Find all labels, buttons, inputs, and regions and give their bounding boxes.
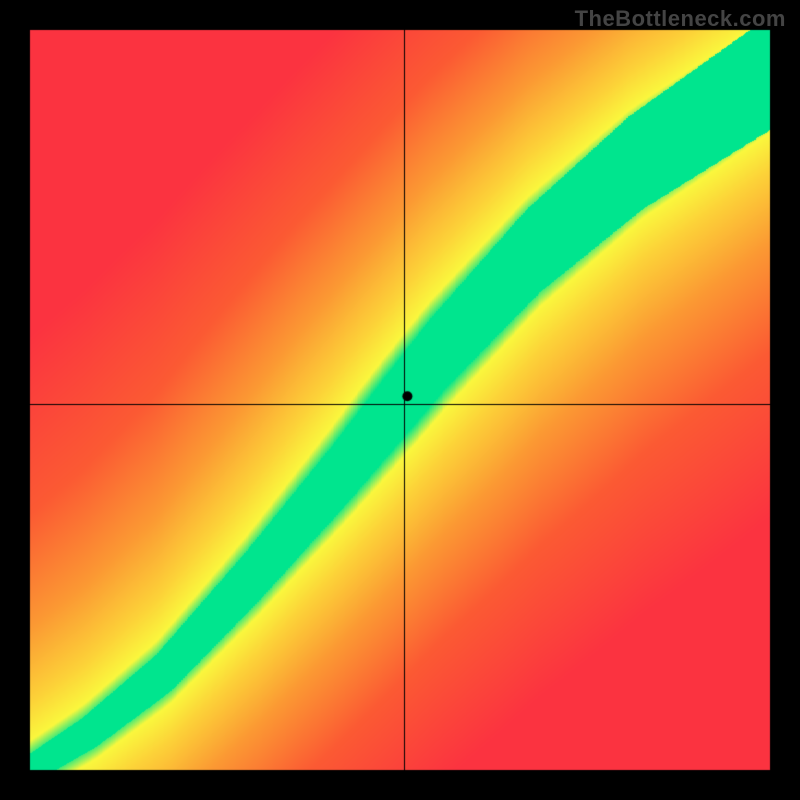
watermark-text: TheBottleneck.com — [575, 6, 786, 32]
chart-container: TheBottleneck.com — [0, 0, 800, 800]
bottleneck-heatmap — [0, 0, 800, 800]
